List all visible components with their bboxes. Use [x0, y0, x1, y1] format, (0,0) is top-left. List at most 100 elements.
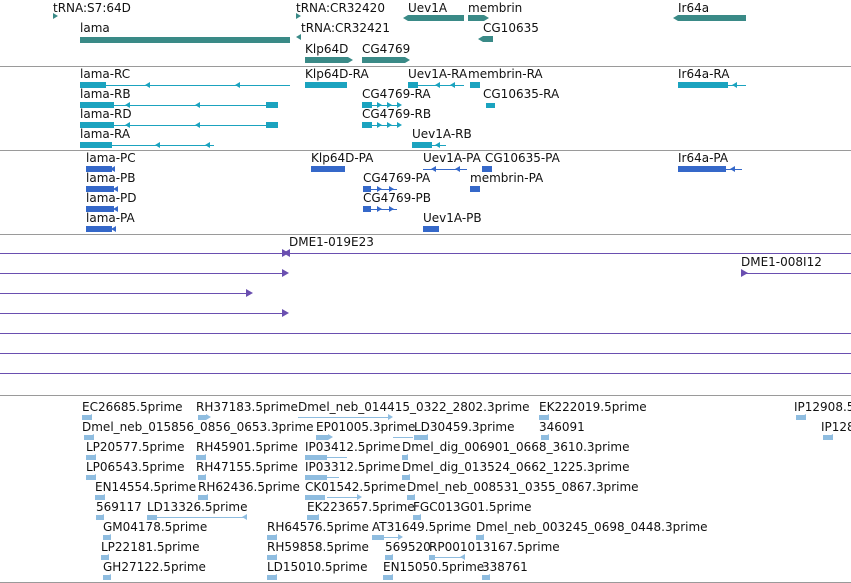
mrna-feature[interactable] [80, 142, 112, 148]
protein-feature[interactable] [311, 166, 345, 172]
gene-feature[interactable] [80, 37, 290, 43]
mrna-label[interactable]: Uev1A-RB [412, 127, 472, 141]
protein-label[interactable]: CG4769-PB [363, 191, 432, 205]
est-label[interactable]: EC26685.5prime [82, 400, 183, 414]
est-feature[interactable] [305, 475, 327, 480]
mrna-label[interactable]: membrin-RA [468, 67, 543, 81]
est-feature[interactable] [429, 555, 435, 560]
clone-label[interactable]: DME1-019E23 [289, 235, 374, 249]
mrna-label[interactable]: lama-RC [80, 67, 131, 81]
mrna-label[interactable]: Ir64a-RA [678, 67, 730, 81]
est-label[interactable]: EK222019.5prime [539, 400, 647, 414]
est-label[interactable]: LD15010.5prime [267, 560, 368, 574]
protein-feature[interactable] [86, 166, 112, 172]
est-feature[interactable] [414, 435, 428, 440]
est-label[interactable]: IP03412.5prime [305, 440, 401, 454]
gene-label[interactable]: membrin [468, 1, 523, 15]
est-label[interactable]: RP001013167.5prime [429, 540, 560, 554]
mrna-label[interactable]: lama-RD [80, 107, 132, 121]
protein-feature[interactable] [678, 166, 726, 172]
est-label[interactable]: GH27122.5prime [103, 560, 206, 574]
protein-feature[interactable] [482, 166, 492, 172]
est-feature[interactable] [307, 515, 319, 520]
mrna-feature[interactable] [305, 82, 347, 88]
est-label[interactable]: LD13326.5prime [147, 500, 248, 514]
protein-label[interactable]: CG10635-PA [485, 151, 560, 165]
protein-label[interactable]: lama-PC [86, 151, 136, 165]
gene-feature[interactable] [408, 15, 464, 21]
est-label[interactable]: LP06543.5prime [86, 460, 185, 474]
est-label[interactable]: CK01542.5prime [305, 480, 406, 494]
est-label[interactable]: RH64576.5prime [267, 520, 369, 534]
mrna-label[interactable]: CG10635-RA [483, 87, 560, 101]
est-label[interactable]: Dmel_neb_003245_0698_0448.3prime [476, 520, 708, 534]
mrna-feature[interactable] [412, 142, 432, 148]
est-label[interactable]: IP03312.5prime [305, 460, 401, 474]
mrna-feature[interactable] [266, 102, 278, 108]
protein-label[interactable]: Ir64a-PA [678, 151, 729, 165]
gene-feature[interactable] [678, 15, 746, 21]
est-label[interactable]: GM04178.5prime [103, 520, 208, 534]
gene-label[interactable]: CG10635 [483, 21, 539, 35]
est-label[interactable]: LP22181.5prime [101, 540, 200, 554]
protein-label[interactable]: Uev1A-PB [423, 211, 482, 225]
protein-label[interactable]: Klp64D-PA [311, 151, 374, 165]
protein-label[interactable]: lama-PB [86, 171, 136, 185]
protein-feature[interactable] [423, 226, 439, 232]
est-label[interactable]: EN14554.5prime [95, 480, 197, 494]
protein-feature[interactable] [86, 206, 114, 212]
mrna-label[interactable]: CG4769-RA [362, 87, 431, 101]
est-label[interactable]: IP128 [821, 420, 851, 434]
mrna-feature[interactable] [80, 102, 114, 108]
gene-feature[interactable] [483, 36, 493, 42]
gene-label[interactable]: tRNA:CR32420 [296, 1, 385, 15]
est-label[interactable]: LP20577.5prime [86, 440, 185, 454]
est-label[interactable]: RH37183.5prime [196, 400, 298, 414]
mrna-label[interactable]: lama-RA [80, 127, 131, 141]
est-label[interactable]: EP01005.3prime [316, 420, 416, 434]
mrna-feature[interactable] [80, 122, 114, 128]
gene-label[interactable]: Klp64D [305, 42, 349, 56]
mrna-label[interactable]: Klp64D-RA [305, 67, 369, 81]
protein-feature[interactable] [363, 186, 371, 192]
est-label[interactable]: FGC013G01.5prime [413, 500, 532, 514]
est-label[interactable]: Dmel_neb_014415_0322_2802.3prime [298, 400, 530, 414]
gene-label[interactable]: Ir64a [678, 1, 710, 15]
protein-label[interactable]: membrin-PA [470, 171, 544, 185]
gene-feature[interactable] [468, 15, 484, 21]
est-feature[interactable] [316, 435, 328, 440]
mrna-feature[interactable] [486, 103, 495, 108]
protein-feature[interactable] [363, 206, 371, 212]
clone-label[interactable]: DME1-008I12 [741, 255, 822, 269]
mrna-label[interactable]: Uev1A-RA [408, 67, 468, 81]
est-feature[interactable] [305, 455, 327, 460]
mrna-label[interactable]: lama-RB [80, 87, 131, 101]
est-label[interactable]: EN15050.5prime [383, 560, 485, 574]
mrna-label[interactable]: CG4769-RB [362, 107, 432, 121]
est-label[interactable]: 338761 [482, 560, 528, 574]
est-label[interactable]: Dmel_neb_008531_0355_0867.3prime [407, 480, 639, 494]
est-label[interactable]: Dmel_neb_015856_0856_0653.3prime [82, 420, 314, 434]
est-label[interactable]: Dmel_dig_013524_0662_1225.3prime [402, 460, 630, 474]
est-label[interactable]: 569520 [385, 540, 431, 554]
est-label[interactable]: RH62436.5prime [198, 480, 300, 494]
est-label[interactable]: IP12908.5 [794, 400, 851, 414]
est-label[interactable]: LD30459.3prime [414, 420, 515, 434]
est-label[interactable]: 569117 [96, 500, 142, 514]
mrna-feature[interactable] [678, 82, 728, 88]
gene-label[interactable]: lama [80, 21, 110, 35]
est-feature[interactable] [305, 495, 325, 500]
gene-label[interactable]: tRNA:CR32421 [301, 21, 390, 35]
est-label[interactable]: EK223657.5prime [307, 500, 415, 514]
mrna-feature[interactable] [80, 82, 106, 88]
gene-label[interactable]: tRNA:S7:64D [53, 1, 131, 15]
est-feature[interactable] [198, 415, 206, 420]
est-label[interactable]: RH45901.5prime [196, 440, 298, 454]
gene-label[interactable]: CG4769 [362, 42, 411, 56]
est-label[interactable]: RH59858.5prime [267, 540, 369, 554]
gene-feature[interactable] [305, 57, 348, 63]
est-feature[interactable] [147, 515, 157, 520]
gene-label[interactable]: Uev1A [408, 1, 448, 15]
protein-feature[interactable] [470, 186, 480, 192]
mrna-feature[interactable] [408, 82, 418, 88]
